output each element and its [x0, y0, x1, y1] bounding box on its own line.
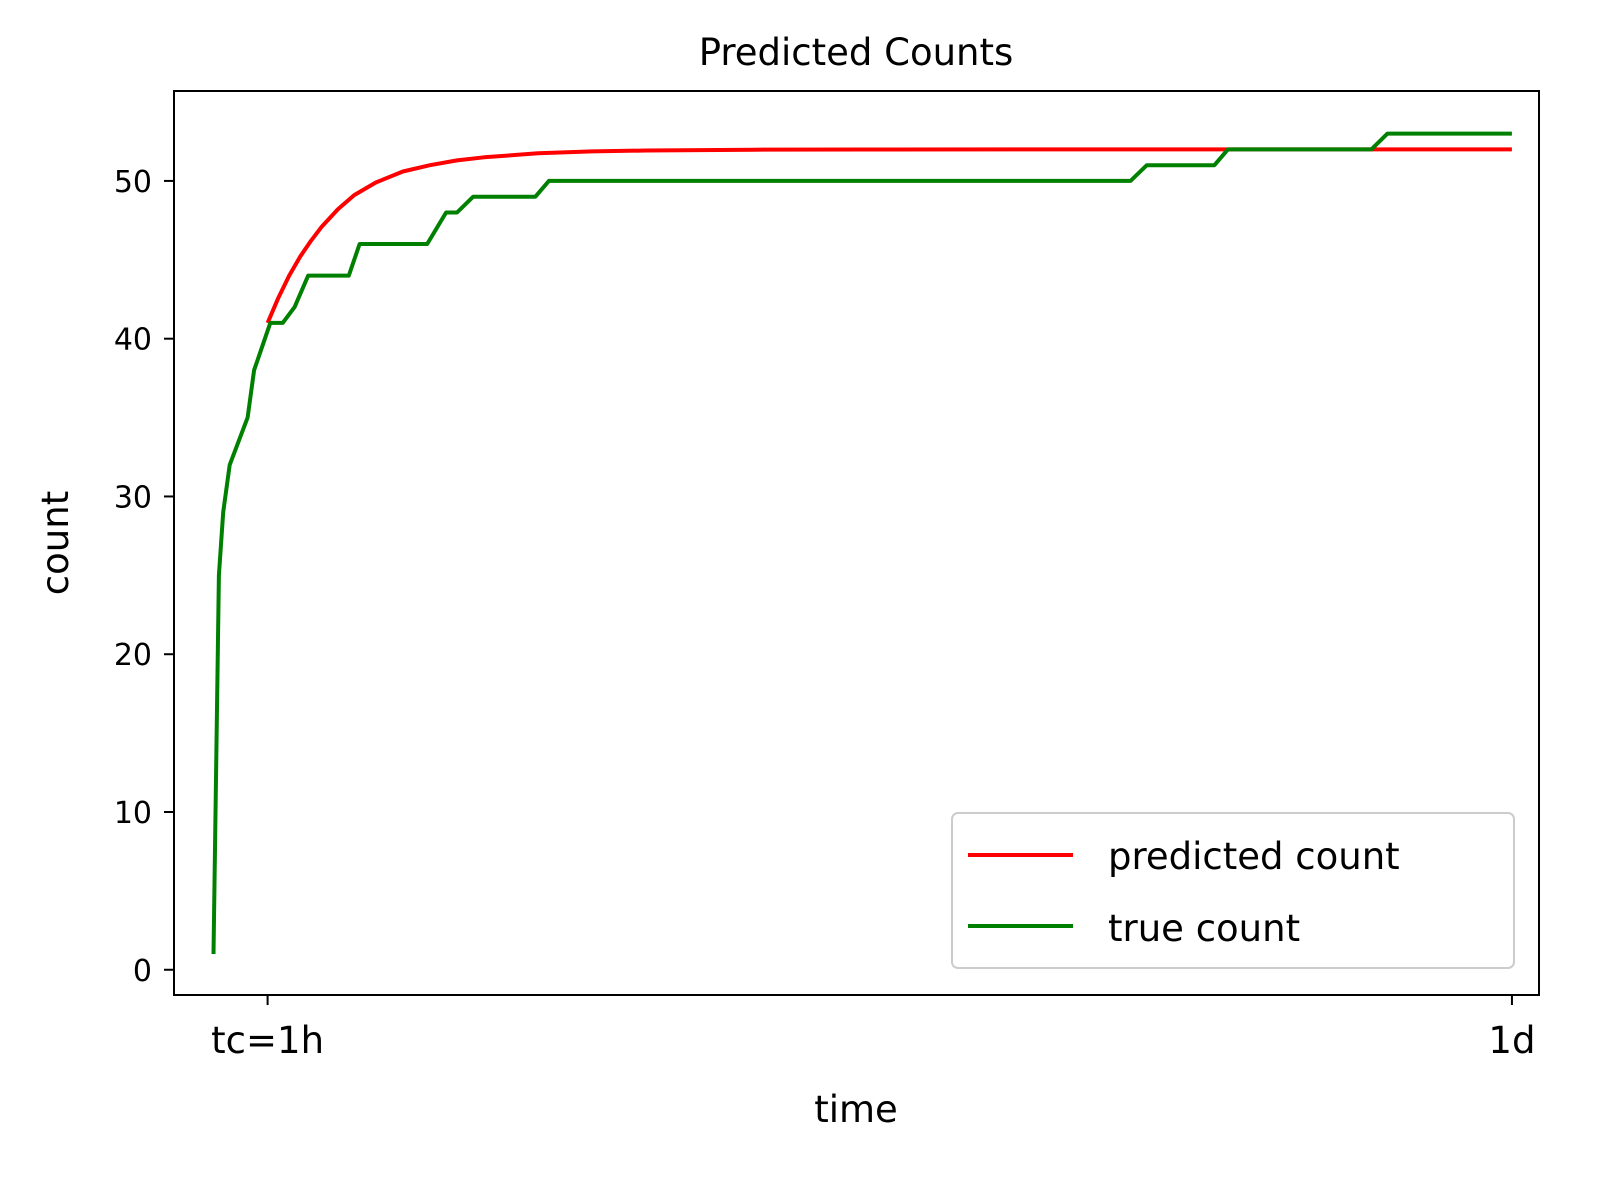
- series-layer: [211, 131, 1512, 955]
- y-tick-label: 40: [114, 323, 152, 358]
- y-axis-label: count: [34, 491, 77, 595]
- x-axis-label: time: [814, 1088, 898, 1131]
- x-axis: tc=1h 1d: [211, 995, 1535, 1062]
- legend-label-true-count: true count: [1108, 907, 1300, 950]
- series-line-predicted-count: [265, 147, 1512, 324]
- y-tick-label: 30: [114, 480, 152, 515]
- y-axis: 0 10 20 30 40 50: [114, 165, 174, 989]
- plot-frame: [173, 90, 1540, 996]
- x-tick-label: 1d: [1488, 1019, 1535, 1062]
- y-tick-label: 10: [114, 796, 152, 831]
- y-tick-label: 20: [114, 638, 152, 673]
- chart-title: Predicted Counts: [699, 31, 1014, 74]
- legend-label-predicted-count: predicted count: [1108, 835, 1400, 878]
- legend-box: [951, 812, 1515, 969]
- series-line-true-count: [211, 131, 1512, 955]
- y-tick-label: 0: [133, 954, 152, 989]
- legend: predicted count true count: [951, 812, 1515, 969]
- x-tick-label: tc=1h: [211, 1019, 324, 1062]
- plot-area: [173, 90, 1540, 996]
- y-tick-label: 50: [114, 165, 152, 200]
